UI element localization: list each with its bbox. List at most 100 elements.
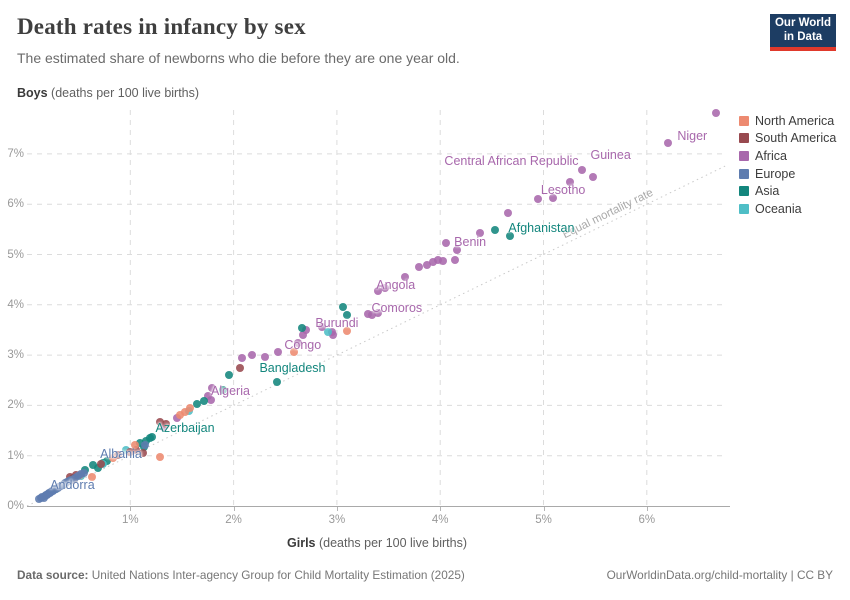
data-point-asia[interactable] bbox=[490, 225, 499, 234]
legend-item-asia[interactable]: Asia bbox=[739, 182, 836, 200]
data-point-africa[interactable] bbox=[589, 173, 598, 182]
country-label[interactable]: Albania bbox=[100, 447, 142, 462]
data-point-northAmerica[interactable] bbox=[175, 410, 184, 419]
legend-label: Europe bbox=[755, 166, 796, 181]
country-label[interactable]: Lesotho bbox=[540, 183, 586, 198]
data-point-africa[interactable] bbox=[712, 109, 720, 118]
data-point-africa[interactable] bbox=[298, 330, 307, 339]
data-point-africa[interactable] bbox=[414, 263, 423, 272]
data-point-southAmerica[interactable] bbox=[162, 420, 171, 428]
country-label[interactable]: Niger bbox=[677, 128, 708, 143]
legend-item-europe[interactable]: Europe bbox=[739, 165, 836, 183]
data-point-southAmerica[interactable] bbox=[138, 449, 147, 458]
data-point-asia[interactable] bbox=[89, 460, 98, 469]
country-label[interactable]: Burundi bbox=[315, 315, 359, 330]
data-point-africa[interactable] bbox=[237, 354, 246, 363]
data-point-oceania[interactable] bbox=[122, 445, 131, 454]
data-point-asia[interactable] bbox=[219, 386, 228, 395]
data-point-northAmerica[interactable] bbox=[108, 454, 117, 463]
data-point-africa[interactable] bbox=[504, 208, 513, 217]
data-point-africa[interactable] bbox=[476, 228, 485, 237]
data-point-asia[interactable] bbox=[145, 434, 154, 443]
data-point-africa[interactable] bbox=[664, 138, 673, 147]
data-point-europe[interactable] bbox=[79, 468, 88, 477]
data-point-africa[interactable] bbox=[428, 258, 437, 267]
data-point-africa[interactable] bbox=[439, 257, 448, 266]
data-point-africa[interactable] bbox=[207, 383, 216, 392]
x-tick-label: 3% bbox=[328, 514, 346, 526]
data-point-southAmerica[interactable] bbox=[156, 417, 165, 426]
data-point-africa[interactable] bbox=[293, 339, 302, 348]
country-label[interactable]: Andorra bbox=[50, 477, 95, 492]
data-point-africa[interactable] bbox=[318, 322, 327, 331]
data-point-africa[interactable] bbox=[374, 287, 383, 296]
data-point-africa[interactable] bbox=[368, 310, 377, 319]
data-point-africa[interactable] bbox=[434, 255, 443, 264]
legend-item-southAmerica[interactable]: South America bbox=[739, 130, 836, 148]
data-point-southAmerica[interactable] bbox=[235, 364, 244, 373]
data-point-asia[interactable] bbox=[193, 399, 202, 408]
data-point-oceania[interactable] bbox=[323, 327, 332, 336]
data-point-africa[interactable] bbox=[548, 194, 557, 203]
data-point-northAmerica[interactable] bbox=[181, 407, 190, 416]
data-point-asia[interactable] bbox=[272, 377, 281, 386]
country-label[interactable]: Bangladesh bbox=[259, 361, 326, 376]
y-tick-label: 0% bbox=[7, 500, 24, 512]
data-point-africa[interactable] bbox=[274, 348, 283, 357]
country-label[interactable]: Benin bbox=[454, 234, 487, 249]
data-point-northAmerica[interactable] bbox=[156, 452, 165, 461]
data-point-northAmerica[interactable] bbox=[88, 473, 97, 482]
data-point-southAmerica[interactable] bbox=[97, 459, 106, 468]
data-point-southAmerica[interactable] bbox=[132, 446, 141, 455]
data-point-africa[interactable] bbox=[450, 256, 459, 265]
country-label[interactable]: Congo bbox=[284, 338, 322, 353]
data-point-africa[interactable] bbox=[534, 195, 543, 204]
data-point-asia[interactable] bbox=[297, 323, 306, 332]
data-point-africa[interactable] bbox=[422, 261, 431, 270]
legend-item-africa[interactable]: Africa bbox=[739, 147, 836, 165]
data-point-africa[interactable] bbox=[363, 309, 372, 318]
data-point-northAmerica[interactable] bbox=[131, 440, 140, 449]
legend-swatch-icon bbox=[739, 203, 749, 214]
data-point-northAmerica[interactable] bbox=[343, 326, 352, 335]
data-point-africa[interactable] bbox=[206, 395, 215, 404]
country-label[interactable]: Guinea bbox=[590, 147, 631, 162]
data-point-africa[interactable] bbox=[577, 165, 586, 174]
data-point-asia[interactable] bbox=[141, 437, 150, 446]
data-point-asia[interactable] bbox=[94, 463, 103, 472]
country-label[interactable]: Central African Republic bbox=[444, 153, 579, 168]
country-label[interactable]: Afghanistan bbox=[508, 220, 575, 235]
data-point-africa[interactable] bbox=[374, 308, 383, 317]
data-point-africa[interactable] bbox=[452, 245, 461, 254]
credit-link[interactable]: OurWorldinData.org/child-mortality | CC … bbox=[606, 568, 833, 582]
data-point-southAmerica[interactable] bbox=[113, 450, 122, 459]
legend-item-oceania[interactable]: Oceania bbox=[739, 200, 836, 218]
country-label[interactable]: Algeria bbox=[211, 383, 250, 398]
data-point-asia[interactable] bbox=[135, 439, 144, 448]
data-point-africa[interactable] bbox=[248, 351, 257, 360]
data-point-africa[interactable] bbox=[203, 391, 212, 400]
country-label[interactable]: Angola bbox=[376, 278, 416, 293]
data-point-africa[interactable] bbox=[566, 178, 575, 187]
data-point-africa[interactable] bbox=[301, 325, 310, 334]
data-point-asia[interactable] bbox=[343, 310, 352, 319]
data-source-label: Data source: bbox=[17, 568, 89, 582]
x-tick-mark bbox=[130, 507, 132, 511]
data-point-africa[interactable] bbox=[381, 284, 390, 293]
data-point-southAmerica[interactable] bbox=[126, 448, 135, 457]
data-point-northAmerica[interactable] bbox=[289, 348, 298, 357]
country-label[interactable]: Comoros bbox=[371, 300, 423, 315]
data-point-asia[interactable] bbox=[506, 231, 515, 240]
legend-swatch-icon bbox=[739, 186, 749, 197]
data-point-africa[interactable] bbox=[260, 353, 269, 362]
country-label[interactable]: Azerbaijan bbox=[155, 421, 215, 436]
data-point-asia[interactable] bbox=[225, 371, 234, 380]
legend-item-northAmerica[interactable]: North America bbox=[739, 112, 836, 130]
data-point-asia[interactable] bbox=[199, 396, 208, 405]
data-point-africa[interactable] bbox=[328, 330, 337, 339]
data-point-asia[interactable] bbox=[339, 302, 348, 311]
data-point-africa[interactable] bbox=[442, 238, 451, 247]
data-point-northAmerica[interactable] bbox=[186, 403, 195, 412]
data-point-africa[interactable] bbox=[401, 273, 410, 282]
data-point-europe[interactable] bbox=[140, 441, 149, 450]
